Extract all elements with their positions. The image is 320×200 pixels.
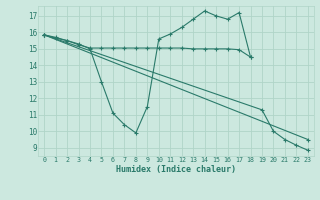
X-axis label: Humidex (Indice chaleur): Humidex (Indice chaleur) <box>116 165 236 174</box>
